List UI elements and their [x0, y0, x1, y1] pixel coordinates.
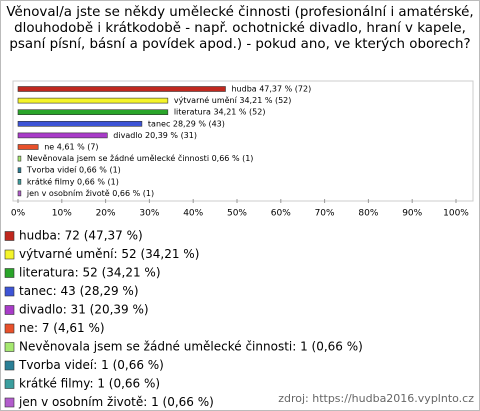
- legend-label: ne: 7 (4,61 %): [19, 321, 105, 335]
- source: zdroj: https://hudba2016.vyplnto.cz: [278, 392, 474, 405]
- legend-swatch: [4, 305, 15, 315]
- legend-swatch: [4, 342, 15, 352]
- bar-label: krátké filmy 0,66 % (1): [27, 176, 119, 186]
- x-tick-label: 0%: [11, 209, 26, 219]
- legend-swatch: [4, 231, 15, 241]
- legend-swatch: [4, 397, 15, 408]
- legend-swatch: [4, 249, 15, 260]
- x-tick-label: 30%: [139, 209, 159, 219]
- bar: [17, 190, 22, 197]
- bar: [17, 155, 22, 162]
- plot-frame: [12, 80, 474, 202]
- x-tick-label: 10%: [52, 209, 72, 219]
- bar-label: Tvorba videí 0,66 % (1): [26, 166, 121, 175]
- x-tick-label: 60%: [271, 209, 291, 219]
- x-tick-label: 100%: [443, 209, 469, 219]
- legend-label: hudba: 72 (47,37 %): [19, 229, 143, 243]
- legend-swatch: [4, 360, 15, 371]
- x-tick-label: 90%: [402, 209, 422, 219]
- x-tick-label: 80%: [358, 209, 378, 219]
- bar: [17, 86, 226, 92]
- legend-swatch: [4, 286, 15, 297]
- bar-label: ne 4,61 % (7): [44, 143, 98, 152]
- legend-label: jen v osobním životě: 1 (0,66 %): [18, 395, 214, 409]
- bar: [17, 97, 169, 104]
- x-tick-label: 20%: [96, 209, 116, 219]
- legend-label: krátké filmy: 1 (0,66 %): [19, 377, 160, 391]
- bar-label: tanec 28,29 % (43): [148, 119, 225, 128]
- legend-swatch: [4, 268, 15, 278]
- bar: [17, 144, 39, 150]
- bar: [17, 109, 169, 115]
- chart-title: Věnoval/a jste se někdy umělecké činnost…: [6, 5, 474, 52]
- bar-label: divadlo 20,39 % (31): [113, 131, 197, 140]
- bar-label: literatura 34,21 % (52): [174, 108, 266, 117]
- legend-label: divadlo: 31 (20,39 %): [19, 303, 149, 317]
- x-tick-label: 40%: [183, 209, 203, 219]
- bar-label: hudba 47,37 % (72): [231, 85, 311, 94]
- bar: [17, 121, 143, 127]
- legend-label: tanec: 43 (28,29 %): [19, 284, 139, 298]
- legend-swatch: [4, 379, 15, 389]
- legend-label: Tvorba videí: 1 (0,66 %): [18, 358, 164, 372]
- legend-label: Nevěnovala jsem se žádné umělecké činnos…: [19, 340, 363, 354]
- legend-label: výtvarné umění: 52 (34,21 %): [19, 247, 199, 261]
- x-tick-label: 70%: [315, 209, 335, 219]
- bar-label: Nevěnovala jsem se žádné umělecké činnos…: [27, 153, 254, 163]
- bar-label: jen v osobním životě 0,66 % (1): [26, 189, 154, 198]
- legend-label: literatura: 52 (34,21 %): [19, 266, 161, 280]
- bar: [17, 132, 108, 139]
- bar: [17, 179, 22, 185]
- x-tick-label: 50%: [227, 209, 247, 219]
- bar: [17, 167, 22, 173]
- bar-label: výtvarné umění 34,21 % (52): [174, 95, 292, 105]
- legend-swatch: [4, 323, 15, 334]
